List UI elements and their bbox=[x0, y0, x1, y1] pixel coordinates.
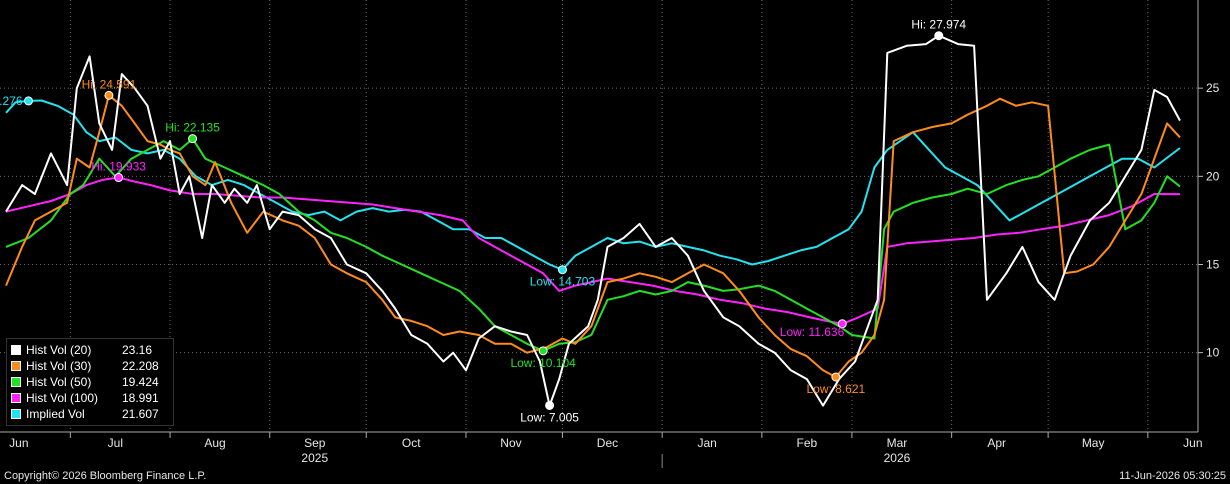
x-tick-label: Jan bbox=[698, 436, 717, 450]
series-line-hist-vol-100 bbox=[5, 176, 1181, 325]
annotation-label: Hi: 19.933 bbox=[91, 160, 146, 174]
annotation-marker bbox=[545, 400, 555, 410]
annotation-marker bbox=[188, 134, 198, 144]
legend-series-name: Implied Vol bbox=[26, 407, 85, 421]
legend-swatch bbox=[11, 393, 21, 403]
annotation-label: Low: 7.005 bbox=[520, 410, 579, 424]
annotation-layer: Hi: 24.276 Hi: 24.591 Hi: 22.135 Hi: 19.933… bbox=[0, 18, 966, 425]
legend-entry: Hist Vol (50) 19.424 bbox=[11, 374, 169, 390]
year-label: 2025 bbox=[301, 451, 328, 465]
annotation-marker bbox=[831, 372, 841, 382]
y-tick-label: 25 bbox=[1206, 81, 1220, 95]
x-tick-label: Mar bbox=[887, 436, 908, 450]
legend-swatch bbox=[11, 409, 21, 419]
annotation-label: Low: 14.703 bbox=[530, 275, 596, 289]
annotation-label: Low: 11.636 bbox=[780, 325, 845, 339]
legend-series-value: 21.607 bbox=[122, 407, 159, 421]
annotation-marker bbox=[837, 319, 847, 329]
y-tick-label: 10 bbox=[1206, 346, 1220, 360]
annotation-marker bbox=[114, 173, 124, 183]
x-tick-label: Jul bbox=[108, 436, 123, 450]
x-tick-label: Feb bbox=[797, 436, 818, 450]
y-tick-label: 20 bbox=[1206, 169, 1220, 183]
annotation-marker bbox=[24, 96, 34, 106]
x-axis: Jun Jul Aug Sep Oct Nov Dec Jan Feb Mar Apr May Jun 2… bbox=[0, 431, 1203, 468]
legend-series-value: 18.991 bbox=[122, 391, 159, 405]
annotation-marker bbox=[557, 265, 567, 275]
year-label: 2026 bbox=[884, 451, 911, 465]
legend-entry: Hist Vol (30) 22.208 bbox=[11, 358, 169, 374]
legend-series-value: 22.208 bbox=[122, 359, 159, 373]
x-tick-label: Nov bbox=[500, 436, 521, 450]
annotation-label: Low: 10.104 bbox=[510, 356, 576, 370]
x-tick-label: Sep bbox=[304, 436, 326, 450]
legend-swatch bbox=[11, 361, 21, 371]
x-tick-label: Apr bbox=[987, 436, 1006, 450]
x-tick-label: Oct bbox=[402, 436, 421, 450]
legend-series-value: 19.424 bbox=[122, 375, 159, 389]
annotation-label: Hi: 24.276 bbox=[0, 94, 23, 108]
legend-series-value: 23.16 bbox=[122, 343, 153, 357]
series-line-hist-vol-30 bbox=[5, 94, 1181, 378]
y-tick-label: 15 bbox=[1206, 257, 1220, 271]
x-tick-label: Jun bbox=[1183, 436, 1202, 450]
series-layer bbox=[5, 34, 1181, 407]
annotation-marker bbox=[104, 90, 114, 100]
legend-entry: Hist Vol (20) 23.16 bbox=[11, 342, 169, 358]
legend-entry: Implied Vol 21.607 bbox=[11, 406, 169, 422]
annotation-label: Hi: 22.135 bbox=[165, 121, 220, 135]
timestamp-text: 11-Jun-2026 05:30:25 bbox=[1119, 470, 1226, 482]
legend-series-name: Hist Vol (20) bbox=[26, 343, 92, 357]
x-tick-label: Aug bbox=[204, 436, 225, 450]
annotation-label: Low: 8.621 bbox=[806, 382, 865, 396]
legend-series-name: Hist Vol (100) bbox=[26, 391, 99, 405]
plot-background bbox=[0, 0, 1198, 432]
x-tick-label: Dec bbox=[597, 436, 618, 450]
y-axis: 10 15 20 25 bbox=[1197, 0, 1220, 432]
legend-swatch bbox=[11, 377, 21, 387]
legend-entry: Hist Vol (100) 18.991 bbox=[11, 390, 169, 406]
x-tick-label: Jun bbox=[9, 436, 28, 450]
annotation-marker bbox=[538, 346, 548, 356]
gridlines bbox=[0, 0, 1198, 432]
legend-series-name: Hist Vol (30) bbox=[26, 359, 92, 373]
legend-swatch bbox=[11, 345, 21, 355]
series-line-hist-vol-50 bbox=[5, 137, 1181, 352]
legend-series-name: Hist Vol (50) bbox=[26, 375, 92, 389]
legend: Hist Vol (20) 23.16 Hist Vol (30) 22.208 His… bbox=[6, 338, 174, 426]
copyright-text: Copyright© 2026 Bloomberg Finance L.P. bbox=[4, 470, 207, 482]
series-line-hist-vol-20 bbox=[5, 34, 1181, 407]
annotation-label: Hi: 24.591 bbox=[82, 77, 137, 91]
x-tick-label: May bbox=[1082, 436, 1105, 450]
annotation-marker bbox=[934, 31, 944, 41]
annotation-label: Hi: 27.974 bbox=[911, 18, 966, 32]
